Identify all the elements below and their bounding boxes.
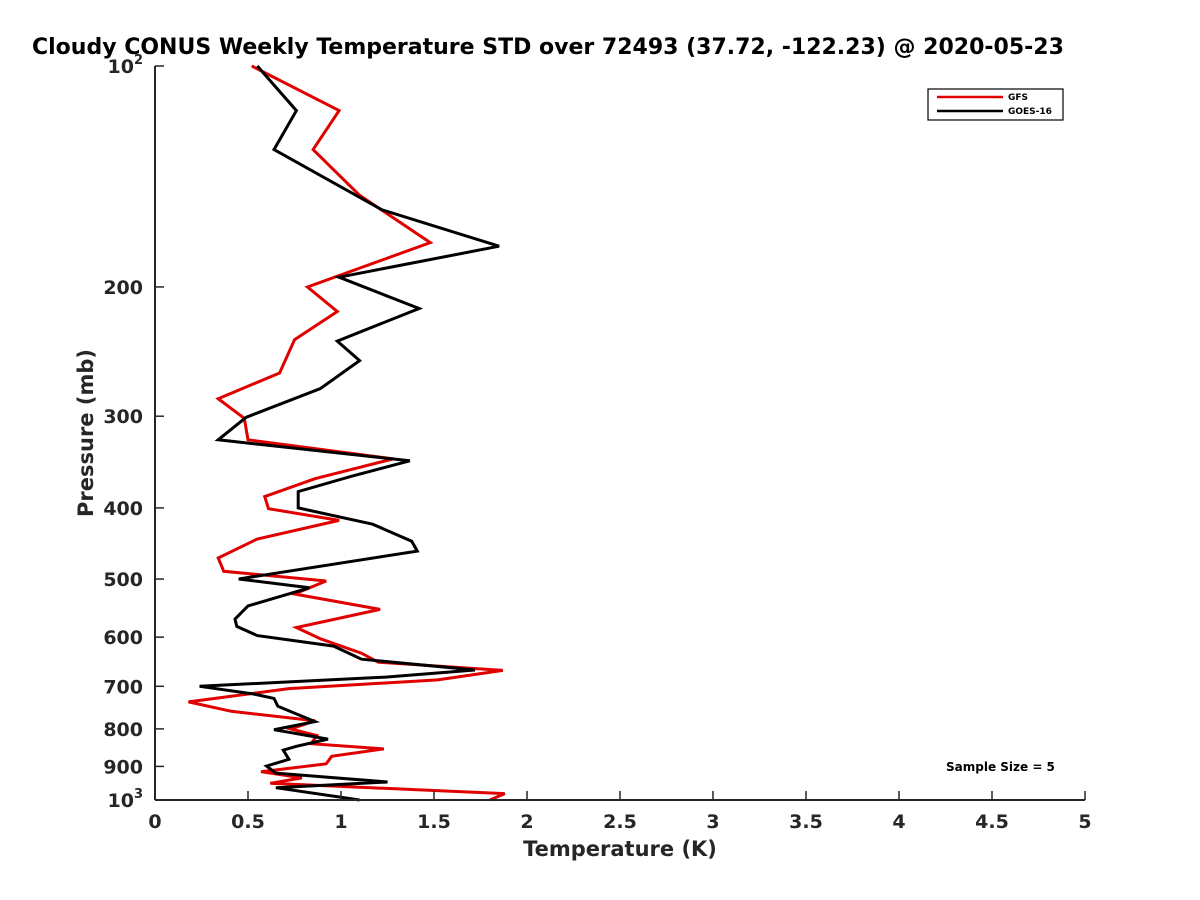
legend: GFS GOES-16 bbox=[927, 88, 1064, 121]
x-tick-label: 4.5 bbox=[975, 811, 1009, 833]
legend-label-gfs: GFS bbox=[1008, 93, 1028, 103]
x-tick-label: 3 bbox=[706, 811, 719, 833]
x-tick-label: 0.5 bbox=[231, 811, 265, 833]
y-tick-label: 900 bbox=[103, 756, 143, 778]
y-tick-label: 200 bbox=[103, 277, 143, 299]
x-tick-label: 5 bbox=[1078, 811, 1091, 833]
y-tick-label: 400 bbox=[103, 498, 143, 520]
x-tick-label: 1.5 bbox=[417, 811, 451, 833]
x-axis-label: Temperature (K) bbox=[523, 837, 717, 861]
x-tick-label: 4 bbox=[892, 811, 905, 833]
y-tick-label: 700 bbox=[103, 676, 143, 698]
x-tick-label: 2.5 bbox=[603, 811, 637, 833]
y-tick-label: 103 bbox=[108, 787, 144, 812]
x-tick-label: 0 bbox=[148, 811, 161, 833]
chart-title: Cloudy CONUS Weekly Temperature STD over… bbox=[32, 35, 1064, 60]
x-axis-ticks: 0 0.5 1 1.5 2 2.5 3 3.5 4 4.5 5 bbox=[148, 791, 1092, 833]
y-tick-label: 300 bbox=[103, 406, 143, 428]
y-tick-label: 600 bbox=[103, 627, 143, 649]
x-tick-label: 1 bbox=[334, 811, 347, 833]
series-layer bbox=[188, 64, 506, 802]
y-tick-label: 800 bbox=[103, 719, 143, 741]
series-line-gfs bbox=[188, 64, 506, 802]
y-axis-label: Pressure (mb) bbox=[74, 349, 98, 517]
y-axis-ticks: 102 200 300 400 500 600 700 800 900 103 bbox=[103, 53, 164, 812]
legend-box bbox=[927, 88, 1064, 121]
sample-size-annotation: Sample Size = 5 bbox=[946, 760, 1055, 774]
series-line-goes16 bbox=[199, 65, 500, 802]
y-tick-label: 102 bbox=[108, 53, 144, 78]
y-tick-label: 500 bbox=[103, 569, 143, 591]
x-tick-label: 3.5 bbox=[789, 811, 823, 833]
x-tick-label: 2 bbox=[520, 811, 533, 833]
legend-label-goes16: GOES-16 bbox=[1008, 107, 1052, 117]
